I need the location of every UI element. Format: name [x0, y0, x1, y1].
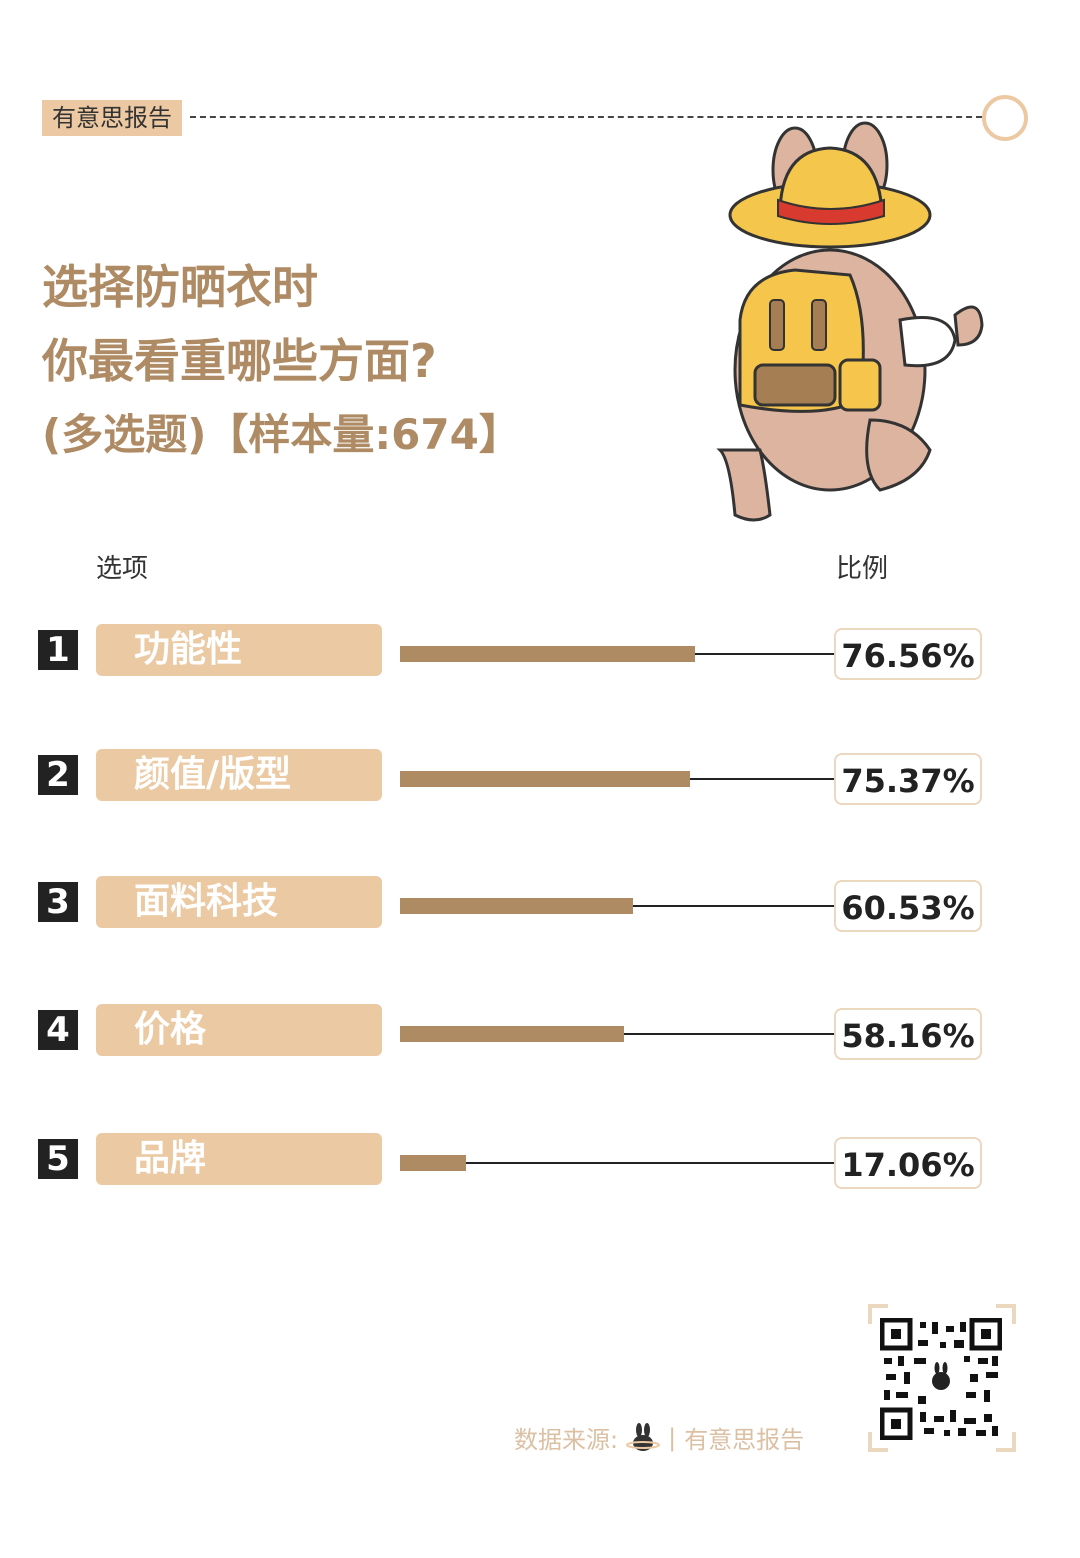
- category-label: 功能性: [134, 629, 243, 670]
- bar: [400, 1026, 624, 1042]
- chart-row: 3 面料科技 60.53%: [0, 876, 1080, 936]
- source-label: 数据来源:: [514, 1426, 619, 1454]
- rank-badge: 3: [38, 882, 78, 922]
- category-label: 价格: [134, 1009, 207, 1050]
- category-label: 品牌: [134, 1138, 207, 1179]
- qr-frame-corners: [868, 1304, 1016, 1452]
- bar-track: [400, 1162, 835, 1164]
- chart-row: 5 品牌 17.06%: [0, 1133, 1080, 1193]
- title-line-2: 你最看重哪些方面?: [42, 334, 437, 388]
- value-label: 60.53%: [834, 880, 982, 932]
- value-label: 76.56%: [834, 628, 982, 680]
- rank-badge: 5: [38, 1139, 78, 1179]
- chart-row: 2 颜值/版型 75.37%: [0, 749, 1080, 809]
- title-line-3: (多选题)【样本量:674】: [42, 410, 521, 459]
- category-label: 面料科技: [134, 881, 279, 922]
- header-ring-icon: [982, 95, 1028, 141]
- bar: [400, 771, 691, 787]
- rank-badge: 2: [38, 755, 78, 795]
- source-separator: |: [668, 1423, 677, 1452]
- category-label-pill: 品牌: [96, 1133, 382, 1185]
- mascot-rabbit-icon: [716, 121, 984, 522]
- title-line-1: 选择防晒衣时: [42, 260, 318, 314]
- header-dashed-line: [190, 116, 982, 118]
- value-label: 17.06%: [834, 1137, 982, 1189]
- category-label-pill: 功能性: [96, 624, 382, 676]
- qr-code-icon: [880, 1318, 1002, 1440]
- category-label: 颜值/版型: [134, 754, 292, 795]
- bar: [400, 1155, 466, 1171]
- bar: [400, 646, 695, 662]
- chart-row: 4 价格 58.16%: [0, 1004, 1080, 1064]
- rank-badge: 1: [38, 630, 78, 670]
- source-name: 有意思报告: [684, 1426, 805, 1454]
- value-label: 58.16%: [834, 1008, 982, 1060]
- column-header-option: 选项: [96, 554, 149, 584]
- category-label-pill: 面料科技: [96, 876, 382, 928]
- bar: [400, 898, 634, 914]
- column-header-ratio: 比例: [836, 554, 889, 584]
- bunny-logo-icon: [626, 1422, 661, 1451]
- brand-tag: 有意思报告: [42, 100, 182, 136]
- value-label: 75.37%: [834, 753, 982, 805]
- data-source: 数据来源: | 有意思报告: [514, 1420, 804, 1455]
- chart-row: 1 功能性 76.56%: [0, 624, 1080, 684]
- page-title: 选择防晒衣时 你最看重哪些方面? (多选题)【样本量:674】: [42, 250, 521, 472]
- rank-badge: 4: [38, 1010, 78, 1050]
- category-label-pill: 价格: [96, 1004, 382, 1056]
- category-label-pill: 颜值/版型: [96, 749, 382, 801]
